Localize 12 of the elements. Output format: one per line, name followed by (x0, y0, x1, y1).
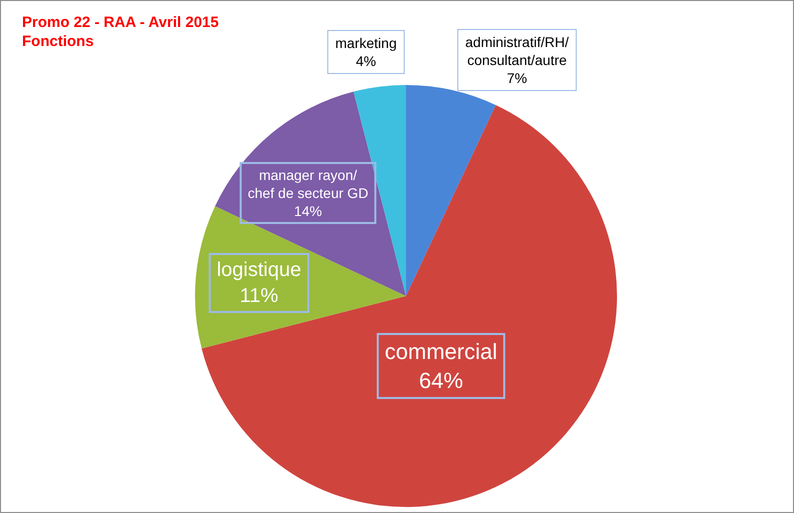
data-label: 64% (418, 368, 464, 393)
slice-label: logistique (216, 259, 302, 281)
slice-label: manager rayon/chef de secteur GD (248, 167, 368, 201)
data-label: 7% (506, 70, 528, 86)
slice-label: commercial (384, 339, 498, 364)
chart-title: Promo 22 - RAA - Avril 2015 (22, 14, 219, 31)
data-label: 14% (294, 203, 322, 219)
text: Fonctions (22, 33, 94, 50)
slice-label: administratif/RH/consultant/autre (465, 34, 569, 68)
slice-label: marketing (335, 35, 397, 51)
data-label: 4% (356, 53, 376, 69)
data-label: 11% (240, 285, 278, 307)
